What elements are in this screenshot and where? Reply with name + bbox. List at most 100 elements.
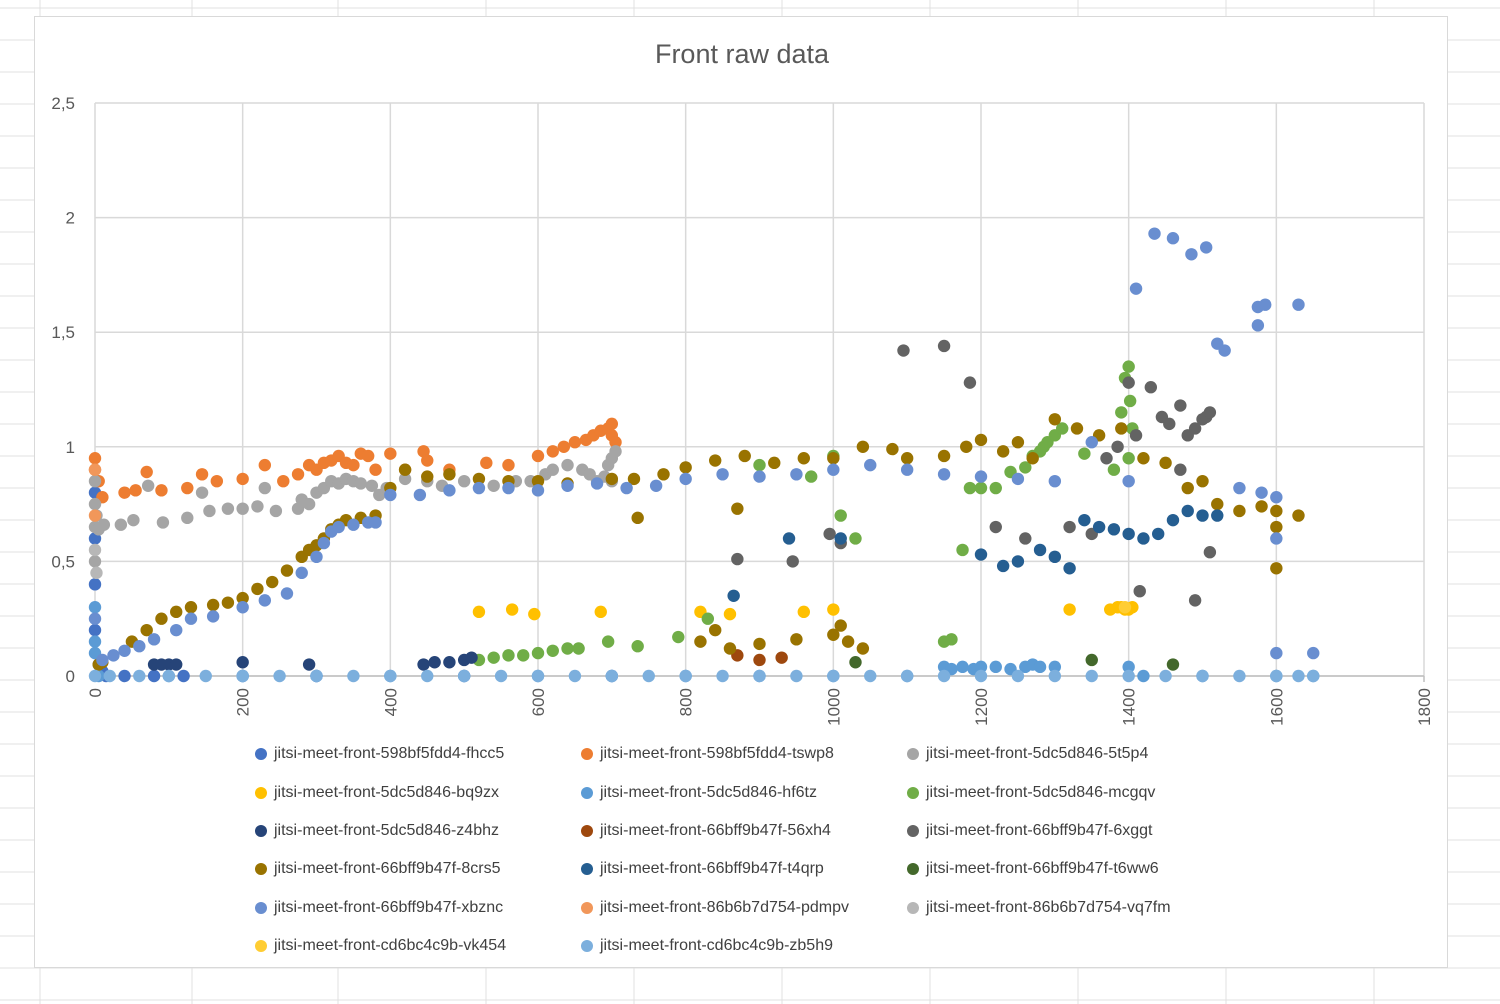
scatter-point <box>88 635 102 648</box>
scatter-point <box>1255 486 1268 499</box>
scatter-point <box>443 468 456 481</box>
scatter-point <box>1137 532 1150 545</box>
scatter-point <box>989 520 1002 534</box>
legend-entry[interactable]: jitsi-meet-front-66bff9b47f-t6ww6 <box>907 850 1237 888</box>
legend-entry[interactable]: jitsi-meet-front-5dc5d846-z4bhz <box>255 812 581 850</box>
scatter-point <box>786 555 799 568</box>
legend-entry[interactable]: jitsi-meet-front-cd6bc4c9b-zb5h9 <box>581 927 907 965</box>
legend-marker-icon <box>907 824 919 837</box>
y-tick-label: 0 <box>66 667 75 686</box>
legend-marker-icon <box>255 824 267 837</box>
legend-entry[interactable]: jitsi-meet-front-66bff9b47f-t4qrp <box>581 850 907 888</box>
scatter-point <box>147 669 161 683</box>
scatter-point <box>107 649 120 662</box>
chart-area[interactable]: 0 0,5 1 1,5 2 2,5 0 200 400 600 800 1000 1200 1400 160… <box>34 16 1448 968</box>
scatter-point <box>731 552 744 566</box>
scatter-point <box>631 511 644 525</box>
scatter-point <box>140 465 153 479</box>
scatter-point <box>531 449 545 463</box>
x-tick-label: 1200 <box>972 688 991 726</box>
scatter-point <box>1148 227 1161 240</box>
scatter-point <box>609 445 622 458</box>
scatter-point <box>1137 452 1150 465</box>
legend-entry[interactable]: jitsi-meet-front-66bff9b47f-8crs5 <box>255 850 581 888</box>
scatter-point <box>1122 474 1135 488</box>
scatter-point <box>1188 594 1202 607</box>
legend-marker-icon <box>255 786 267 799</box>
scatter-point <box>679 472 692 486</box>
scatter-point <box>956 543 969 557</box>
scatter-point <box>1085 653 1098 667</box>
scatter-point <box>127 513 140 527</box>
legend-entry[interactable]: jitsi-meet-front-5dc5d846-5t5p4 <box>907 735 1237 773</box>
scatter-point <box>457 669 471 683</box>
legend-marker-icon <box>255 940 267 953</box>
scatter-point <box>1270 491 1283 504</box>
scatter-point <box>88 474 102 488</box>
scatter-point <box>827 463 840 476</box>
series-jitsi-meet-front-5dc5d846-bq9zx <box>472 601 1139 621</box>
scatter-point <box>605 417 619 431</box>
scatter-point <box>181 481 194 495</box>
series-jitsi-meet-front-5dc5d846-mcgqv <box>472 360 1139 667</box>
scatter-point <box>1259 298 1272 311</box>
scatter-point <box>369 463 382 476</box>
scatter-point <box>1251 319 1265 332</box>
scatter-point <box>156 516 170 529</box>
legend-label: jitsi-meet-front-5dc5d846-bq9zx <box>274 783 499 801</box>
scatter-point <box>502 458 515 472</box>
scatter-point <box>790 669 803 683</box>
legend-label: jitsi-meet-front-66bff9b47f-8crs5 <box>274 860 501 878</box>
scatter-point <box>864 458 877 472</box>
scatter-point <box>88 497 102 511</box>
scatter-point <box>1011 669 1025 683</box>
scatter-point <box>568 669 582 683</box>
legend-entry[interactable]: jitsi-meet-front-86b6b7d754-pdmpv <box>581 889 907 927</box>
series-jitsi-meet-front-66bff9b47f-t6ww6 <box>849 653 1180 671</box>
scatter-point <box>181 511 194 525</box>
scatter-point <box>900 669 914 683</box>
scatter-point <box>184 612 198 625</box>
scatter-point <box>568 436 582 449</box>
scatter-point <box>170 623 183 637</box>
scatter-point <box>716 669 729 683</box>
scatter-point <box>856 440 870 453</box>
legend-entry[interactable]: jitsi-meet-front-598bf5fdd4-tswp8 <box>581 735 907 773</box>
scatter-point <box>90 566 103 580</box>
scatter-point <box>88 509 102 522</box>
scatter-point <box>834 619 847 632</box>
legend-entry[interactable]: jitsi-meet-front-66bff9b47f-xbznc <box>255 889 581 927</box>
scatter-point <box>472 472 486 486</box>
legend-label: jitsi-meet-front-5dc5d846-5t5p4 <box>926 745 1149 763</box>
scatter-point <box>421 454 434 467</box>
gridlines <box>94 102 1425 682</box>
legend-entry[interactable]: jitsi-meet-front-598bf5fdd4-fhcc5 <box>255 735 581 773</box>
scatter-point <box>1048 413 1062 426</box>
legend-marker-icon <box>255 863 267 876</box>
legend-entry[interactable]: jitsi-meet-front-66bff9b47f-6xggt <box>907 812 1237 850</box>
scatter-point <box>129 484 142 497</box>
scatter-point <box>236 472 249 486</box>
scatter-point <box>1056 422 1069 435</box>
legend-entry[interactable]: jitsi-meet-front-cd6bc4c9b-vk454 <box>255 927 581 965</box>
scatter-point <box>141 479 155 492</box>
legend-marker-icon <box>907 863 919 876</box>
scatter-point <box>974 548 988 561</box>
legend-entry[interactable]: jitsi-meet-front-5dc5d846-hf6tz <box>581 773 907 811</box>
legend-marker-icon <box>907 748 919 761</box>
legend-entry[interactable]: jitsi-meet-front-86b6b7d754-vq7fm <box>907 889 1237 927</box>
scatter-point <box>1122 527 1135 541</box>
scatter-point <box>472 605 486 619</box>
legend-entry[interactable]: jitsi-meet-front-5dc5d846-mcgqv <box>907 773 1237 811</box>
y-tick-label: 1 <box>66 438 75 457</box>
legend-entry[interactable]: jitsi-meet-front-5dc5d846-bq9zx <box>255 773 581 811</box>
scatter-point <box>723 607 737 621</box>
scatter-point <box>1122 660 1135 674</box>
scatter-point <box>1048 474 1062 488</box>
scatter-point <box>1307 669 1320 683</box>
scatter-point <box>505 603 519 616</box>
scatter-point <box>1174 399 1187 412</box>
legend-entry[interactable]: jitsi-meet-front-66bff9b47f-56xh4 <box>581 812 907 850</box>
scatter-point <box>1048 660 1062 674</box>
scatter-point <box>428 656 441 669</box>
